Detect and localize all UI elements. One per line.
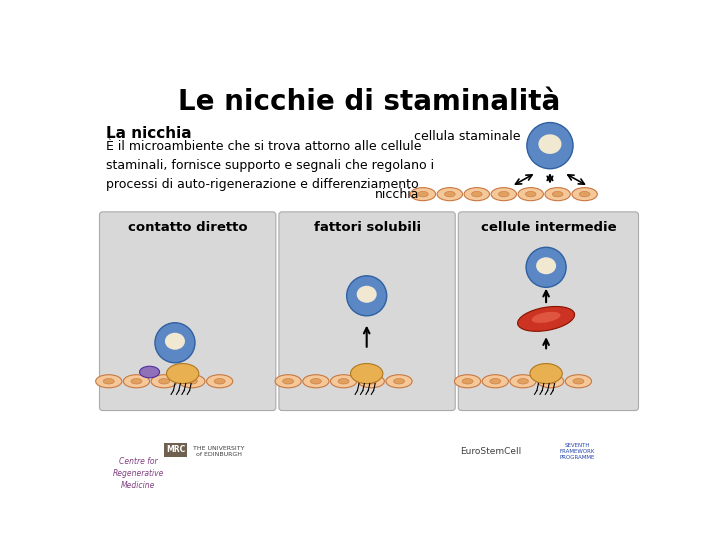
Ellipse shape	[580, 191, 590, 197]
Text: Centre for
Regenerative
Medicine: Centre for Regenerative Medicine	[112, 457, 163, 490]
Ellipse shape	[330, 375, 356, 388]
Ellipse shape	[531, 312, 561, 323]
Ellipse shape	[303, 375, 329, 388]
Ellipse shape	[386, 375, 412, 388]
Ellipse shape	[464, 187, 490, 201]
Ellipse shape	[518, 307, 575, 332]
Ellipse shape	[552, 191, 563, 197]
Text: MRC: MRC	[166, 446, 185, 454]
Ellipse shape	[165, 333, 185, 350]
Ellipse shape	[462, 379, 473, 384]
Ellipse shape	[538, 375, 564, 388]
Ellipse shape	[207, 375, 233, 388]
Ellipse shape	[346, 276, 387, 316]
Ellipse shape	[418, 191, 428, 197]
Ellipse shape	[310, 379, 321, 384]
Ellipse shape	[179, 375, 205, 388]
Ellipse shape	[351, 363, 383, 383]
Ellipse shape	[572, 187, 598, 201]
Ellipse shape	[96, 375, 122, 388]
Ellipse shape	[539, 134, 562, 154]
Ellipse shape	[472, 191, 482, 197]
Text: nicchia: nicchia	[374, 188, 419, 201]
Ellipse shape	[437, 187, 462, 201]
Ellipse shape	[491, 187, 516, 201]
Ellipse shape	[565, 375, 592, 388]
Text: È il microambiente che si trova attorno alle cellule
staminali, fornisce support: È il microambiente che si trova attorno …	[106, 140, 433, 191]
Text: cellula staminale: cellula staminale	[414, 130, 521, 143]
Text: THE UNIVERSITY
of EDINBURGH: THE UNIVERSITY of EDINBURGH	[193, 446, 245, 457]
Text: contatto diretto: contatto diretto	[128, 221, 248, 234]
Text: cellule intermedie: cellule intermedie	[480, 221, 616, 234]
Ellipse shape	[155, 323, 195, 363]
FancyBboxPatch shape	[99, 212, 276, 410]
Ellipse shape	[530, 363, 562, 383]
Ellipse shape	[526, 247, 566, 287]
Ellipse shape	[359, 375, 384, 388]
Ellipse shape	[444, 191, 455, 197]
FancyBboxPatch shape	[164, 443, 187, 457]
Ellipse shape	[482, 375, 508, 388]
Ellipse shape	[526, 191, 536, 197]
Ellipse shape	[131, 379, 142, 384]
Ellipse shape	[490, 379, 501, 384]
Ellipse shape	[151, 375, 177, 388]
Ellipse shape	[338, 379, 349, 384]
Text: EuroStemCell: EuroStemCell	[460, 447, 521, 456]
Ellipse shape	[527, 123, 573, 169]
Ellipse shape	[498, 191, 509, 197]
Text: Le nicchie di staminalità: Le nicchie di staminalità	[178, 88, 560, 116]
Ellipse shape	[536, 257, 556, 274]
Ellipse shape	[140, 366, 160, 378]
Ellipse shape	[158, 379, 170, 384]
Ellipse shape	[454, 375, 481, 388]
Ellipse shape	[283, 379, 294, 384]
Ellipse shape	[510, 375, 536, 388]
Ellipse shape	[186, 379, 197, 384]
Ellipse shape	[103, 379, 114, 384]
FancyBboxPatch shape	[459, 212, 639, 410]
Ellipse shape	[410, 187, 436, 201]
Ellipse shape	[518, 187, 544, 201]
Ellipse shape	[545, 379, 557, 384]
Ellipse shape	[573, 379, 584, 384]
Ellipse shape	[166, 363, 199, 383]
Text: fattori solubili: fattori solubili	[313, 221, 420, 234]
Ellipse shape	[356, 286, 377, 303]
Ellipse shape	[394, 379, 405, 384]
Ellipse shape	[545, 187, 570, 201]
Ellipse shape	[366, 379, 377, 384]
FancyBboxPatch shape	[279, 212, 455, 410]
Ellipse shape	[518, 379, 528, 384]
Ellipse shape	[214, 379, 225, 384]
Text: SEVENTH
FRAMEWORK
PROGRAMME: SEVENTH FRAMEWORK PROGRAMME	[559, 443, 595, 460]
Ellipse shape	[275, 375, 301, 388]
Ellipse shape	[123, 375, 150, 388]
Text: La nicchia: La nicchia	[106, 126, 192, 141]
